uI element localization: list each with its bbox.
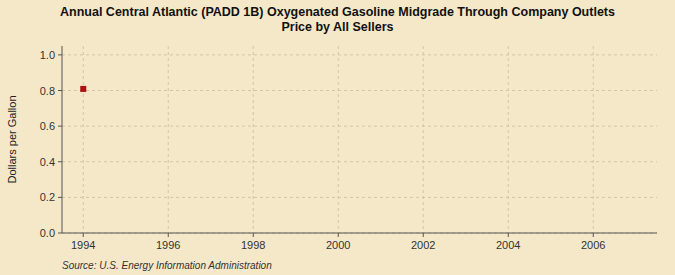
title-line: Annual Central Atlantic (PADD 1B) Oxygen…	[60, 5, 615, 19]
x-tick-label: 1998	[241, 239, 265, 251]
y-grid-line	[62, 54, 657, 55]
background	[0, 0, 675, 275]
y-tick	[58, 161, 62, 162]
x-tick	[83, 233, 84, 237]
source-note: Source: U.S. Energy Information Administ…	[62, 260, 272, 271]
y-axis-label: Dollars per Gallon	[6, 95, 18, 183]
x-tick-label: 2004	[496, 239, 520, 251]
y-grid-line	[62, 161, 657, 162]
x-grid-line	[253, 46, 254, 233]
y-tick	[58, 54, 62, 55]
x-grid-line	[508, 46, 509, 233]
x-tick	[423, 233, 424, 237]
y-tick-label: 0.4	[40, 156, 55, 168]
grid	[62, 46, 657, 233]
x-axis-line	[62, 233, 657, 234]
x-tick	[593, 233, 594, 237]
y-tick	[58, 233, 62, 234]
x-grid-line	[338, 46, 339, 233]
y-tick	[58, 126, 62, 127]
y-tick-label: 0.2	[40, 191, 55, 203]
x-tick-label: 2006	[581, 239, 605, 251]
x-tick	[338, 233, 339, 237]
y-grid-line	[62, 233, 657, 234]
x-tick-label: 1996	[156, 239, 180, 251]
y-tick-label: 0.8	[40, 85, 55, 97]
x-tick-label: 1994	[71, 239, 95, 251]
y-tick-label: 0.0	[40, 227, 55, 239]
chart-svg: Annual Central Atlantic (PADD 1B) Oxygen…	[0, 0, 675, 275]
y-axis-line	[62, 46, 63, 233]
y-tick	[58, 90, 62, 91]
data-points	[80, 86, 86, 92]
x-tick-label: 2002	[411, 239, 435, 251]
x-grid-line	[83, 46, 84, 233]
x-grid-line	[168, 46, 169, 233]
data-point	[80, 86, 86, 92]
x-grid-line	[423, 46, 424, 233]
y-grid-line	[62, 126, 657, 127]
y-tick-label: 1.0	[40, 49, 55, 61]
x-tick	[508, 233, 509, 237]
title: Annual Central Atlantic (PADD 1B) Oxygen…	[60, 5, 615, 34]
chart-container: Annual Central Atlantic (PADD 1B) Oxygen…	[0, 0, 675, 275]
title-line: Price by All Sellers	[281, 20, 393, 34]
x-tick	[168, 233, 169, 237]
x-tick	[253, 233, 254, 237]
y-tick-label: 0.6	[40, 120, 55, 132]
y-tick	[58, 197, 62, 198]
y-grid-line	[62, 90, 657, 91]
axes: 1994 1996 1998 2000 2002 2004 2006 0.0 0.2 0.4 0.6…	[40, 46, 657, 251]
x-tick-label: 2000	[326, 239, 350, 251]
y-grid-line	[62, 197, 657, 198]
x-grid-line	[593, 46, 594, 233]
